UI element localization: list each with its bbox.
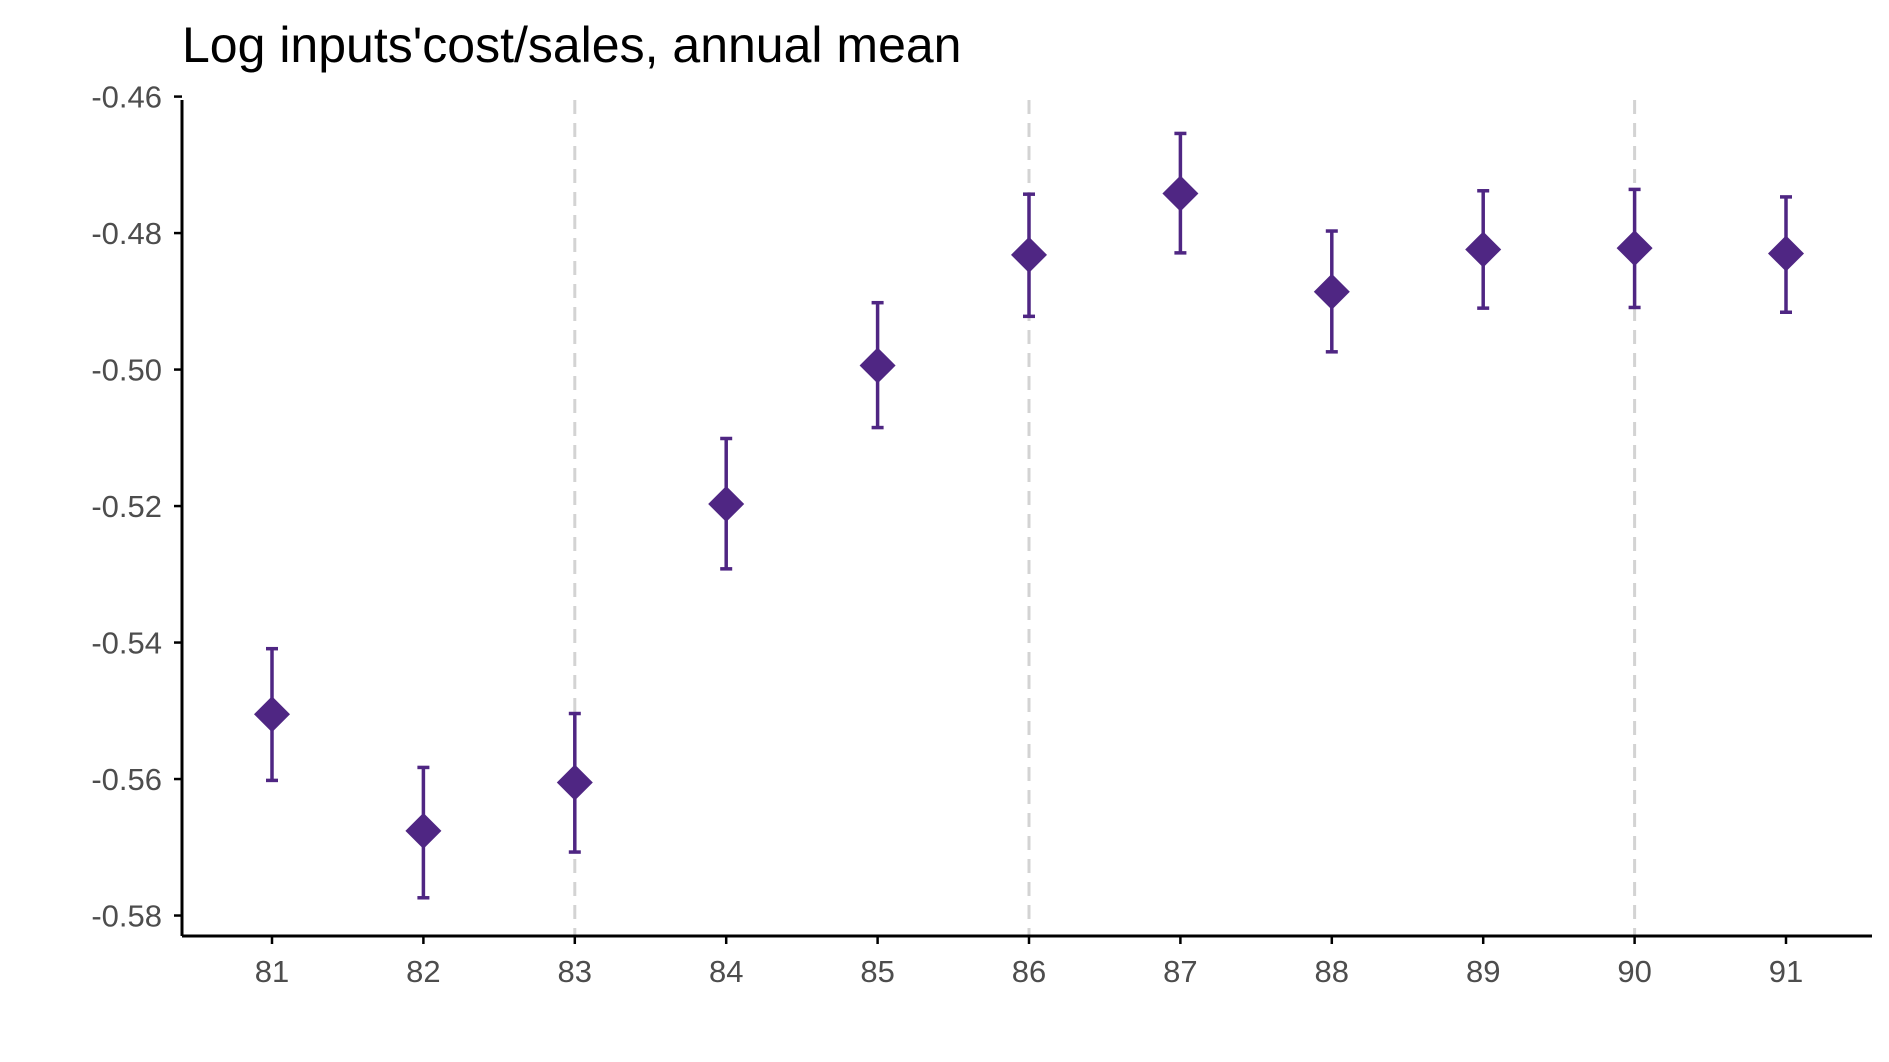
data-point-85 bbox=[859, 300, 896, 430]
data-point-83 bbox=[556, 711, 593, 854]
x-tick-label: 83 bbox=[558, 954, 592, 989]
diamond-marker bbox=[1465, 231, 1502, 268]
diamond-marker bbox=[556, 764, 593, 801]
diamond-marker bbox=[1011, 236, 1047, 273]
data-point-82 bbox=[405, 765, 442, 900]
diamond-marker bbox=[405, 812, 442, 849]
data-point-81 bbox=[254, 646, 290, 783]
y-tick-label: -0.48 bbox=[91, 216, 162, 251]
x-tick-label: 88 bbox=[1315, 954, 1349, 989]
diamond-marker bbox=[859, 347, 896, 384]
chart-title: Log inputs'cost/sales, annual mean bbox=[182, 17, 962, 73]
x-tick-label: 85 bbox=[860, 954, 894, 989]
data-point-86 bbox=[1011, 192, 1047, 319]
x-tick-label: 84 bbox=[709, 954, 743, 989]
y-tick-label: -0.46 bbox=[91, 80, 162, 115]
x-tick-label: 86 bbox=[1012, 954, 1046, 989]
y-tick-label: -0.56 bbox=[91, 762, 162, 797]
y-tick-label: -0.50 bbox=[91, 353, 162, 388]
diamond-marker bbox=[254, 696, 290, 733]
diamond-marker bbox=[1616, 230, 1653, 267]
data-point-87 bbox=[1162, 131, 1199, 255]
y-tick-label: -0.54 bbox=[91, 626, 162, 661]
y-tick-label: -0.52 bbox=[91, 489, 162, 524]
diamond-marker bbox=[1162, 175, 1199, 212]
reference-lines bbox=[573, 100, 1637, 936]
x-tick-label: 87 bbox=[1163, 954, 1197, 989]
y-axis: -0.46 -0.48 -0.50 -0.52 -0.54 -0.56 -0.58 bbox=[91, 80, 184, 936]
data-points bbox=[254, 131, 1804, 900]
y-tick-label: -0.58 bbox=[91, 899, 162, 934]
x-tick-label: 89 bbox=[1466, 954, 1500, 989]
data-point-90 bbox=[1616, 187, 1653, 310]
data-point-84 bbox=[708, 436, 745, 571]
x-axis: 81 82 83 84 85 86 87 88 89 90 91 bbox=[182, 934, 1872, 989]
data-point-91 bbox=[1768, 195, 1804, 314]
diamond-marker bbox=[1768, 235, 1804, 272]
x-tick-label: 91 bbox=[1769, 954, 1803, 989]
x-tick-label: 90 bbox=[1617, 954, 1651, 989]
x-tick-label: 81 bbox=[255, 954, 289, 989]
diamond-marker bbox=[708, 486, 745, 523]
x-tick-label: 82 bbox=[406, 954, 440, 989]
data-point-88 bbox=[1313, 229, 1350, 354]
data-point-89 bbox=[1465, 189, 1502, 310]
diamond-marker bbox=[1313, 273, 1350, 310]
